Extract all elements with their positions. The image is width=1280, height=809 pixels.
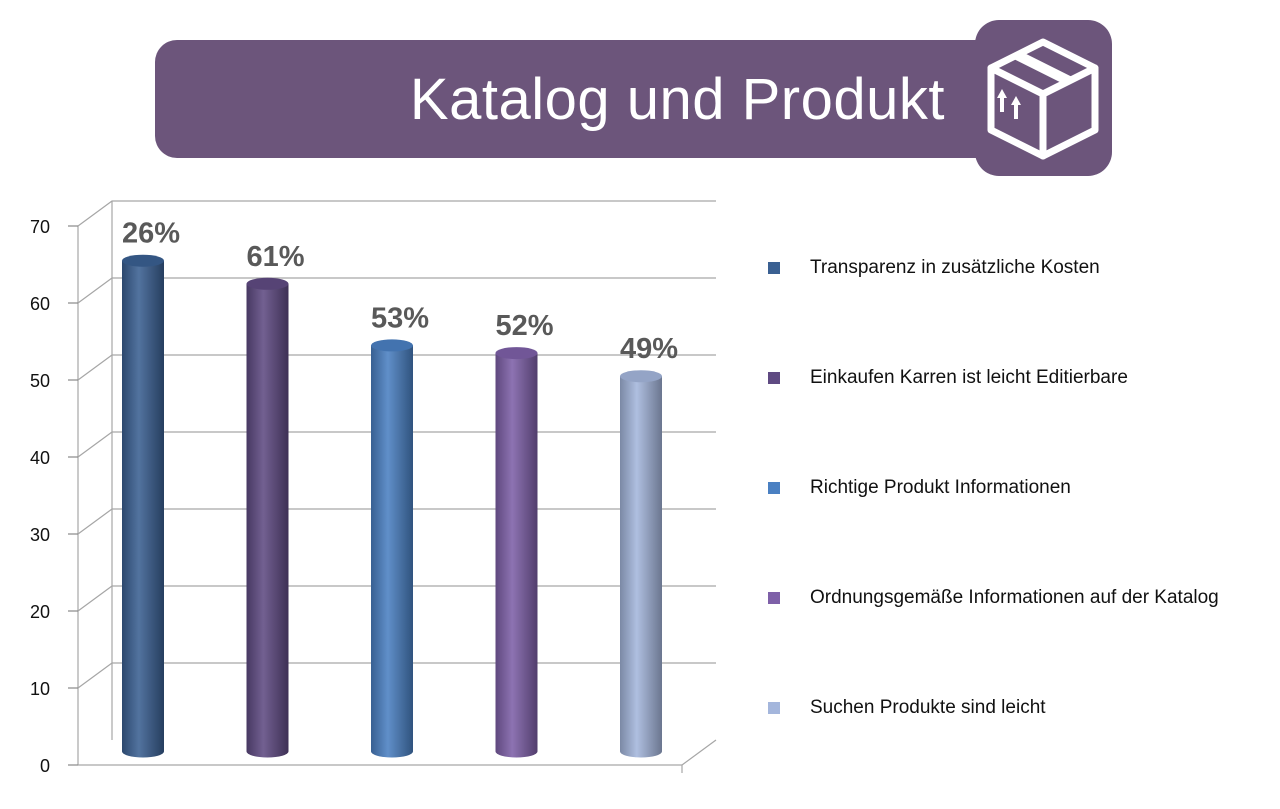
bar-top [122,254,164,267]
legend-label: Ordnungsgemäße Informationen auf der Kat… [810,587,1219,608]
legend-item-5: Suchen Produkte sind leicht [768,694,1046,722]
legend-item-3: Richtige Produkt Informationen [768,474,1071,502]
bar-1 [122,254,164,758]
data-label-3: 53% [371,302,429,334]
bar-body [246,283,289,758]
bar-2 [246,277,289,758]
legend-item-1: Transparenz in zusätzliche Kosten [768,254,1100,282]
y-tick-label: 30 [30,525,50,545]
bar-4 [495,347,538,758]
legend-swatch [768,262,780,274]
legend-swatch [768,372,780,384]
y-tick-label: 60 [30,294,50,314]
package-box-icon [975,20,1112,176]
y-tick-label: 70 [30,217,50,237]
bar-body [371,345,413,758]
legend-label: Richtige Produkt Informationen [810,477,1071,498]
axes [77,201,717,773]
y-tick-label: 40 [30,448,50,468]
data-label-1: 26% [122,218,180,250]
legend-item-4: Ordnungsgemäße Informationen auf der Kat… [768,584,1219,612]
title-banner: Katalog und Produkt [155,40,1105,158]
data-label-5: 49% [620,333,678,365]
y-axis-ticks: 0 10 20 30 40 50 60 70 [30,217,78,776]
bar-top [620,370,662,383]
data-label-4: 52% [495,310,553,342]
bar-top [371,339,413,352]
y-tick-label: 50 [30,371,50,391]
y-tick-label: 20 [30,602,50,622]
y-tick-label: 0 [40,756,50,776]
legend-label: Einkaufen Karren ist leicht Editierbare [810,367,1128,388]
data-label-2: 61% [246,241,304,273]
bar-chart: 0 10 20 30 40 50 60 70 26% 61% 53% 52% 49% [30,200,717,776]
bar-body [122,260,164,758]
bar-3 [371,339,413,758]
bars [122,254,662,758]
y-tick-label: 10 [30,679,50,699]
legend-label: Suchen Produkte sind leicht [810,697,1046,718]
legend-swatch [768,592,780,604]
floor-edge [681,739,717,766]
page-title: Katalog und Produkt [409,66,945,132]
bar-top [495,347,538,360]
data-labels: 26% 61% 53% 52% 49% [122,218,678,366]
legend-swatch [768,482,780,494]
legend-label: Transparenz in zusätzliche Kosten [810,257,1100,278]
bar-body [620,376,662,758]
bar-5 [620,370,662,758]
legend-swatch [768,702,780,714]
bar-body [495,353,538,758]
bar-top [246,277,289,290]
legend-item-2: Einkaufen Karren ist leicht Editierbare [768,364,1128,392]
